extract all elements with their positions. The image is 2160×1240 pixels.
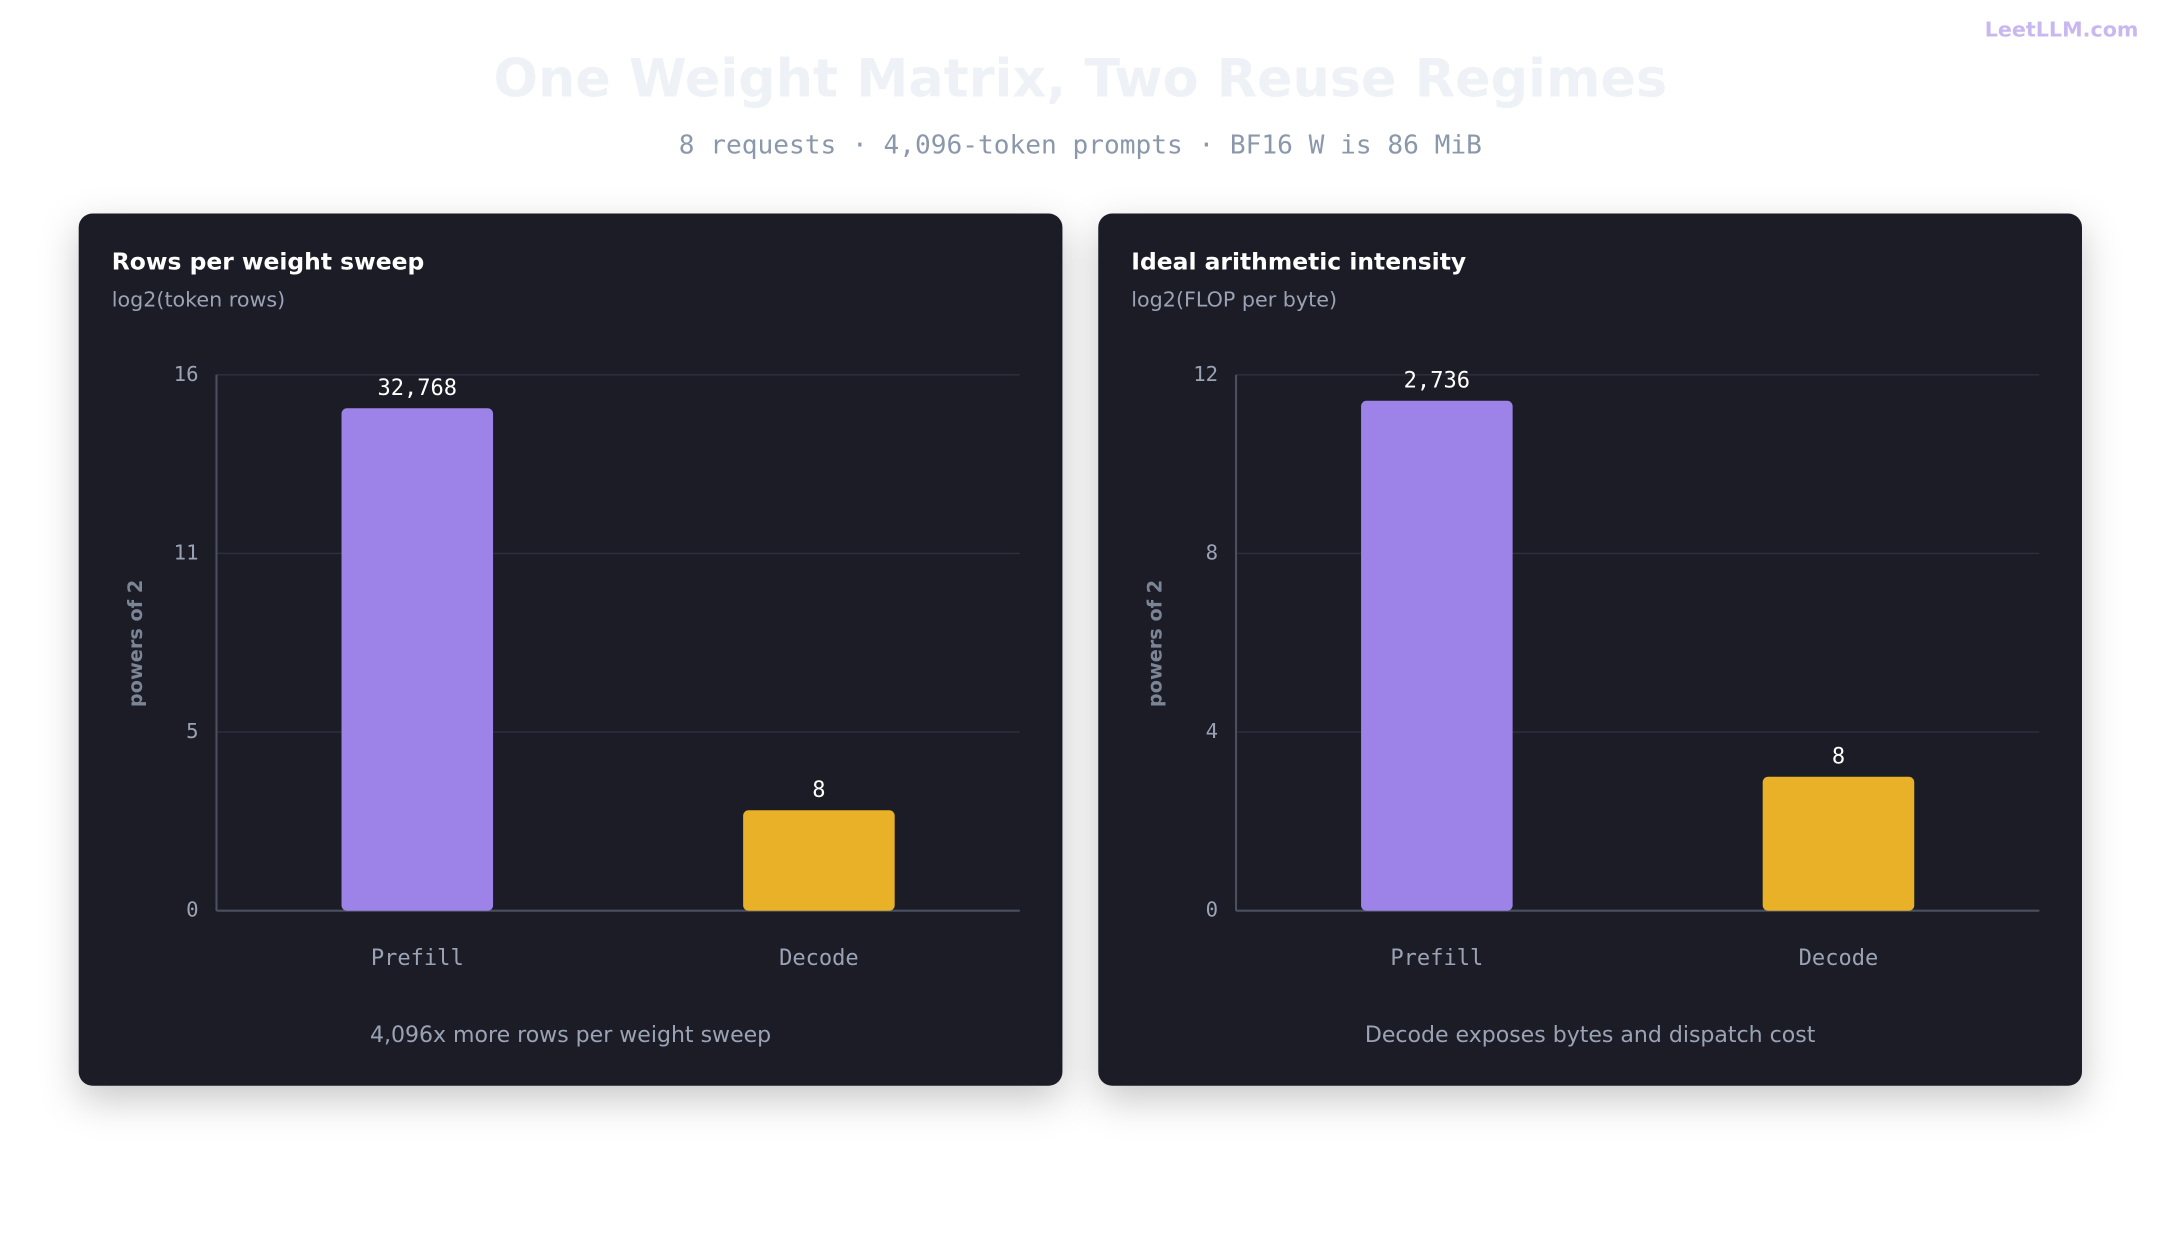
- value-label: 2,736: [1404, 368, 1470, 393]
- x-tick-label: Prefill: [371, 946, 464, 971]
- x-tick-label: Decode: [779, 946, 859, 971]
- chart-title: Ideal arithmetic intensity: [1131, 248, 1466, 276]
- bar: [1361, 400, 1513, 911]
- y-tick-label: 11: [174, 540, 199, 564]
- value-label: 8: [812, 778, 825, 803]
- x-tick-label: Decode: [1799, 946, 1879, 971]
- page-title: One Weight Matrix, Two Reuse Regimes: [493, 49, 1667, 110]
- y-tick-label: 0: [1206, 898, 1218, 922]
- value-label: 32,768: [377, 376, 457, 401]
- y-tick-label: 4: [1206, 719, 1218, 743]
- y-axis-label: powers of 2: [124, 580, 147, 707]
- bar: [341, 408, 494, 911]
- y-tick-label: 8: [1206, 540, 1218, 564]
- chart-footnote: 4,096x more rows per weight sweep: [370, 1023, 771, 1048]
- y-tick-label: 0: [186, 898, 198, 922]
- y-tick-label: 12: [1193, 362, 1218, 386]
- card: [1098, 213, 2082, 1086]
- y-axis-label: powers of 2: [1144, 580, 1167, 707]
- value-label: 8: [1832, 744, 1845, 769]
- y-tick-label: 16: [174, 362, 199, 386]
- chart-title: Rows per weight sweep: [112, 248, 424, 276]
- chart-footnote: Decode exposes bytes and dispatch cost: [1365, 1023, 1816, 1048]
- page-subtitle: 8 requests · 4,096-token prompts · BF16 …: [679, 131, 1482, 161]
- bar: [1762, 776, 1915, 911]
- chart-subtitle: log2(token rows): [112, 287, 285, 311]
- brand: LeetLLM.com: [1985, 17, 2139, 41]
- x-tick-label: Prefill: [1390, 946, 1483, 971]
- card: [78, 213, 1063, 1086]
- bar: [743, 810, 895, 911]
- y-tick-label: 5: [186, 719, 198, 743]
- chart-subtitle: log2(FLOP per byte): [1131, 287, 1337, 311]
